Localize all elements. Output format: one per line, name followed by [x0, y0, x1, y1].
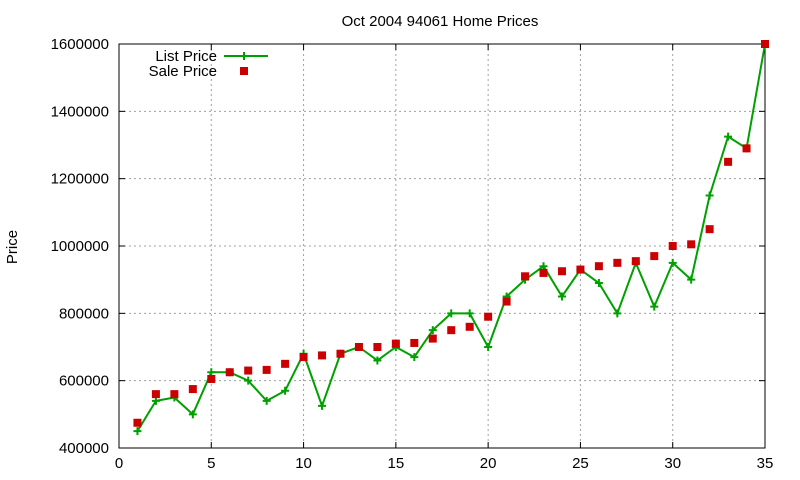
data-point-plus	[557, 292, 566, 301]
data-point-square	[650, 252, 659, 261]
data-point-square	[225, 368, 234, 377]
y-tick-label: 400000	[59, 440, 109, 457]
data-point-square	[484, 312, 493, 321]
data-point-plus	[410, 353, 419, 362]
data-point-square	[281, 359, 290, 368]
x-tick-label: 35	[757, 455, 774, 472]
data-point-plus	[484, 343, 493, 351]
x-tick-label: 5	[207, 455, 215, 472]
grid	[119, 44, 765, 448]
data-point-square	[262, 365, 271, 374]
data-point-square	[299, 353, 308, 362]
data-layer	[133, 40, 769, 436]
y-tick-label: 1200000	[51, 171, 109, 188]
data-point-plus	[668, 258, 677, 267]
data-point-plus	[705, 191, 714, 200]
x-tick-label: 20	[480, 455, 497, 472]
data-point-square	[742, 144, 751, 153]
data-point-square	[133, 418, 142, 427]
data-point-square	[594, 262, 603, 271]
data-point-square	[447, 326, 456, 335]
data-point-square	[207, 374, 216, 383]
legend-label-sale-price: Sale Price	[149, 63, 217, 80]
data-point-plus	[207, 368, 216, 377]
data-point-plus	[594, 279, 603, 288]
data-point-plus	[613, 309, 622, 318]
data-point-plus	[650, 302, 659, 311]
data-point-plus	[539, 262, 548, 271]
data-point-square	[428, 334, 437, 343]
data-point-square	[336, 349, 345, 358]
data-point-square	[705, 225, 714, 234]
axis-ticks: 0 5 10 15 20 25 30 35 400000 600000 800000 1000000 1…	[51, 36, 774, 472]
data-point-square	[557, 267, 566, 276]
data-point-square	[576, 265, 585, 274]
data-point-square	[687, 240, 696, 249]
data-point-square	[761, 40, 769, 48]
data-point-square	[410, 338, 419, 347]
data-point-square	[391, 339, 400, 348]
legend-marker-list-price	[240, 52, 248, 60]
data-point-plus	[133, 427, 142, 436]
data-point-plus	[465, 309, 474, 318]
x-tick-label: 30	[664, 455, 681, 472]
data-point-square	[724, 157, 733, 166]
data-point-plus	[687, 275, 696, 284]
data-point-plus	[447, 309, 456, 318]
data-point-plus	[373, 356, 382, 365]
data-point-plus	[262, 396, 271, 405]
data-point-square	[188, 385, 197, 394]
data-point-square	[631, 257, 640, 266]
y-tick-label: 600000	[59, 373, 109, 390]
data-point-plus	[188, 410, 197, 419]
data-point-square	[668, 242, 677, 250]
y-tick-label: 1400000	[51, 103, 109, 120]
data-point-square	[170, 390, 179, 399]
data-point-square	[244, 366, 253, 375]
data-point-square	[613, 258, 622, 267]
x-tick-label: 0	[115, 455, 123, 472]
y-tick-label: 1000000	[51, 238, 109, 255]
data-point-plus	[428, 326, 437, 335]
data-point-square	[318, 351, 327, 360]
legend: List Price Sale Price	[149, 48, 268, 80]
data-point-square	[502, 297, 511, 306]
data-point-square	[465, 322, 474, 331]
data-point-plus	[281, 386, 290, 395]
x-tick-label: 15	[388, 455, 405, 472]
data-point-square	[521, 272, 530, 281]
x-tick-label: 10	[295, 455, 312, 472]
y-tick-label: 800000	[59, 305, 109, 322]
chart-title: Oct 2004 94061 Home Prices	[342, 13, 539, 30]
y-axis-label: Price	[4, 230, 21, 264]
legend-label-list-price: List Price	[155, 48, 217, 65]
legend-marker-sale-price	[240, 67, 248, 75]
data-point-square	[354, 343, 363, 351]
y-tick-label: 1600000	[51, 36, 109, 53]
data-point-square	[151, 390, 160, 399]
x-tick-label: 25	[572, 455, 589, 472]
data-point-plus	[318, 401, 327, 410]
data-point-plus	[244, 376, 253, 385]
series-sale-price	[133, 40, 769, 427]
data-point-plus	[724, 132, 733, 141]
data-point-square	[539, 268, 548, 277]
data-point-plus	[151, 396, 160, 405]
data-point-square	[373, 343, 382, 351]
